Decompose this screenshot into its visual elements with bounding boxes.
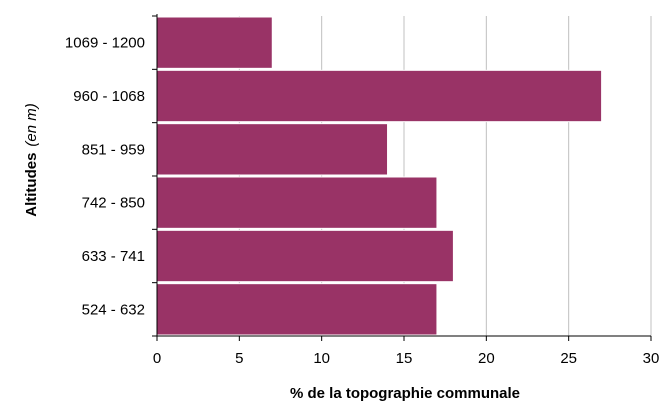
x-tick-label: 5 [235, 350, 243, 367]
x-tick-label: 10 [313, 350, 330, 367]
y-axis-title-main: Altitudes [23, 153, 40, 217]
x-tick-label: 20 [478, 350, 495, 367]
x-tick-labels: 0 5 10 15 20 25 30 [153, 350, 660, 367]
bar [156, 283, 438, 336]
bar [156, 69, 603, 123]
y-tick-label: 960 - 1068 [73, 88, 145, 105]
bar [156, 16, 273, 69]
bar [156, 229, 454, 283]
y-tick-label: 742 - 850 [82, 195, 145, 212]
x-tick-label: 30 [643, 350, 660, 367]
gridlines [238, 16, 652, 336]
axes [152, 14, 652, 341]
x-tick-label: 15 [396, 350, 413, 367]
x-tick-label: 0 [153, 350, 161, 367]
bar [156, 176, 438, 229]
y-tick-label: 1069 - 1200 [65, 35, 145, 52]
y-tick-label: 524 - 632 [82, 301, 145, 318]
bar [156, 123, 389, 176]
x-axis-title: % de la topographie communale [290, 385, 520, 402]
bars [156, 16, 603, 336]
y-tick-label: 851 - 959 [82, 141, 145, 158]
y-tick-labels: 1069 - 1200 960 - 1068 851 - 959 742 - 850 6… [65, 35, 145, 319]
y-axis-title-unit: (en m) [23, 103, 40, 146]
y-tick-label: 633 - 741 [82, 248, 145, 265]
y-axis-title: Altitudes (en m) [23, 103, 40, 217]
x-tick-label: 25 [560, 350, 577, 367]
